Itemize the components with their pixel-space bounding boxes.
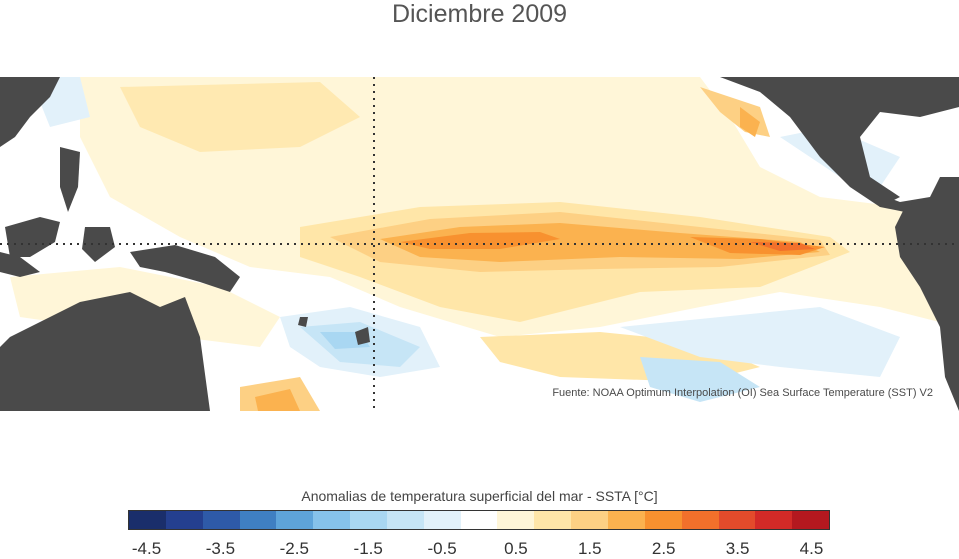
colorbar-tick-label: -3.5: [205, 539, 236, 558]
colorbar-ticks: -4.5 -3.5 -2.5 -1.5 -0.5 0.5 1.5 2.5 3.5 4.5: [128, 539, 830, 559]
colorbar-title: Anomalias de temperatura superficial del…: [301, 488, 658, 504]
map-title: Diciembre 2009: [391, 0, 568, 28]
colorbar-swatch: [239, 511, 277, 529]
colorbar-swatch: [681, 511, 719, 529]
land-north-america: [720, 77, 959, 207]
colorbar-tick-label: -4.5: [131, 539, 162, 558]
colorbar-swatch: [571, 511, 608, 529]
colorbar-swatch: [386, 511, 424, 529]
colorbar-swatch: [460, 511, 498, 529]
land-new-guinea: [130, 245, 240, 292]
colorbar-swatch: [497, 511, 535, 529]
land-australia: [0, 292, 210, 411]
land-vanuatu: [298, 317, 308, 327]
land-borneo: [5, 217, 60, 257]
colorbar-swatch: [202, 511, 240, 529]
colorbar-tick-label: 0.5: [504, 539, 528, 558]
colorbar-tick-label: 1.5: [577, 539, 602, 558]
data-source-note: Fuente: NOAA Optimum Interpolation (OI) …: [552, 387, 933, 399]
land-fiji: [355, 327, 370, 345]
colorbar-swatch: [792, 511, 830, 529]
colorbar-tick-label: 2.5: [651, 539, 676, 558]
colorbar-swatch: [165, 511, 203, 529]
colorbar-swatch: [313, 511, 351, 529]
land-asia: [0, 77, 60, 147]
colorbar-swatch: [718, 511, 756, 529]
colorbar-swatch: [129, 511, 166, 529]
colorbar-tick-label: -0.5: [427, 539, 457, 558]
colorbar-swatch: [534, 511, 572, 529]
colorbar-swatch: [276, 511, 314, 529]
colorbar: [128, 510, 830, 530]
colorbar-swatch: [755, 511, 793, 529]
colorbar-tick-label: 4.5: [799, 539, 824, 558]
colorbar-tick-label: 3.5: [725, 539, 750, 558]
colorbar-swatch: [607, 511, 645, 529]
colorbar-swatch: [644, 511, 682, 529]
colorbar-swatch: [423, 511, 461, 529]
sst-anomaly-map: [0, 77, 959, 411]
colorbar-swatch: [350, 511, 387, 529]
land-java: [0, 252, 40, 277]
colorbar-tick-label: -2.5: [279, 539, 309, 558]
land-philippines: [60, 147, 80, 212]
colorbar-tick-label: -1.5: [353, 539, 383, 558]
